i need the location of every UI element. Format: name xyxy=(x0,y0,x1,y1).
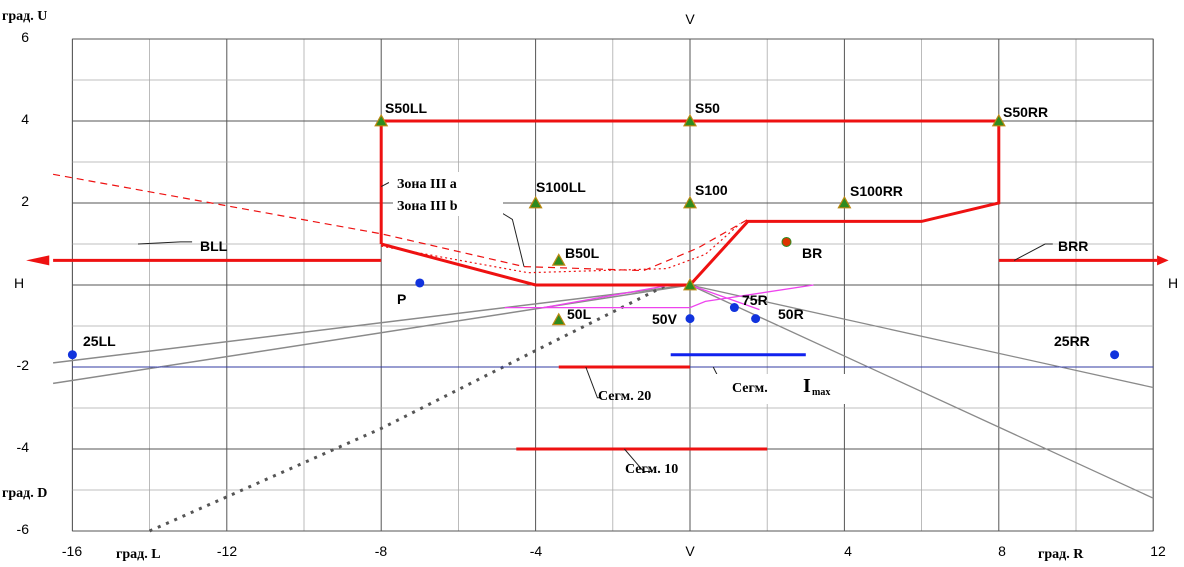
markers xyxy=(67,113,1120,360)
s100rr-marker xyxy=(837,195,852,209)
label-s100ll: S100LL xyxy=(536,179,586,195)
label-brr: BRR xyxy=(1058,238,1088,254)
s50ll-marker xyxy=(374,113,389,127)
unit-down: град. D xyxy=(2,486,47,501)
x-tick-minus-12: -12 xyxy=(217,543,237,559)
75r-marker xyxy=(729,303,739,313)
y-tick-4: 4 xyxy=(21,111,29,127)
25rr-marker xyxy=(1110,350,1120,360)
grey-line-left-upper xyxy=(53,284,691,364)
segment-20-label: Сегм. 20 xyxy=(598,389,651,404)
zone-3b-label: Зона III b xyxy=(397,199,458,214)
segment-10-label: Сегм. 10 xyxy=(625,462,678,477)
s50rr-marker xyxy=(991,113,1006,127)
zone-3a-line xyxy=(52,173,749,272)
segment-imax-label: Сегм. xyxy=(732,381,768,396)
label-s100: S100 xyxy=(695,182,728,198)
25ll-marker xyxy=(67,350,77,360)
callout-leader xyxy=(1013,243,1053,261)
s50-marker xyxy=(682,113,698,127)
50v-marker xyxy=(685,314,695,324)
center-marker xyxy=(682,277,698,291)
s100-marker xyxy=(682,195,698,209)
s100ll-marker xyxy=(528,195,543,209)
lines xyxy=(26,119,1169,533)
zone-label-box xyxy=(393,172,503,216)
label-s100rr: S100RR xyxy=(850,183,903,199)
label-bll: BLL xyxy=(200,238,228,254)
callout-leader xyxy=(585,366,602,399)
right-arrow xyxy=(1157,255,1169,266)
callout-leader xyxy=(380,182,390,188)
imax-sub-label: max xyxy=(812,387,830,398)
50l-marker xyxy=(551,312,566,326)
magenta-line-a xyxy=(504,284,814,309)
callout-leader xyxy=(137,241,193,245)
50r-marker xyxy=(751,314,761,324)
b50l-marker xyxy=(551,253,566,266)
label-50v: 50V xyxy=(652,311,678,327)
unit-right: град. R xyxy=(1038,547,1084,562)
y-tick-minus-6: -6 xyxy=(17,521,30,537)
label-s50ll: S50LL xyxy=(385,100,427,116)
y-tick-h: H xyxy=(14,275,24,291)
x-tick-minus-16: -16 xyxy=(62,543,82,559)
y-tick-minus-4: -4 xyxy=(17,439,30,455)
label-b50l: B50L xyxy=(565,245,600,261)
y-tick-2: 2 xyxy=(21,193,29,209)
label-50r: 50R xyxy=(778,306,804,322)
left-arrow xyxy=(26,255,50,266)
label-75r: 75R xyxy=(742,292,768,308)
grey-line-right-shallow xyxy=(689,284,1154,389)
segment-imax-box xyxy=(712,374,850,404)
label-25ll: 25LL xyxy=(83,333,116,349)
x-tick-minus-8: -8 xyxy=(375,543,388,559)
callout-leader xyxy=(624,448,652,472)
y-tick-6: 6 xyxy=(21,29,29,45)
x-tick-12: 12 xyxy=(1150,543,1166,559)
unit-left: град. L xyxy=(116,547,161,562)
grey-line-right-steep xyxy=(689,284,1154,499)
y-tick-minus-2: -2 xyxy=(17,357,30,373)
grey-line-left-lower xyxy=(52,284,691,385)
label-br: BR xyxy=(802,245,822,261)
dotted-cutoff-line xyxy=(148,283,668,533)
br-marker xyxy=(781,236,792,247)
zone-boundary xyxy=(379,119,1001,287)
imax-main-label: I xyxy=(803,375,811,397)
label-s50rr: S50RR xyxy=(1003,104,1048,120)
h-right-label: H xyxy=(1168,275,1178,291)
zone-3a-label: Зона III a xyxy=(397,177,457,192)
p-marker xyxy=(415,278,425,288)
x-tick-v: V xyxy=(685,543,695,559)
label-25rr: 25RR xyxy=(1054,333,1090,349)
label-s50: S50 xyxy=(695,100,720,116)
x-tick-minus-4: -4 xyxy=(530,543,543,559)
label-p: P xyxy=(397,291,406,307)
unit-up: град. U xyxy=(2,9,47,24)
x-tick-4: 4 xyxy=(844,543,852,559)
v-top-label: V xyxy=(685,11,695,27)
label-50l: 50L xyxy=(567,306,592,322)
x-tick-8: 8 xyxy=(998,543,1006,559)
